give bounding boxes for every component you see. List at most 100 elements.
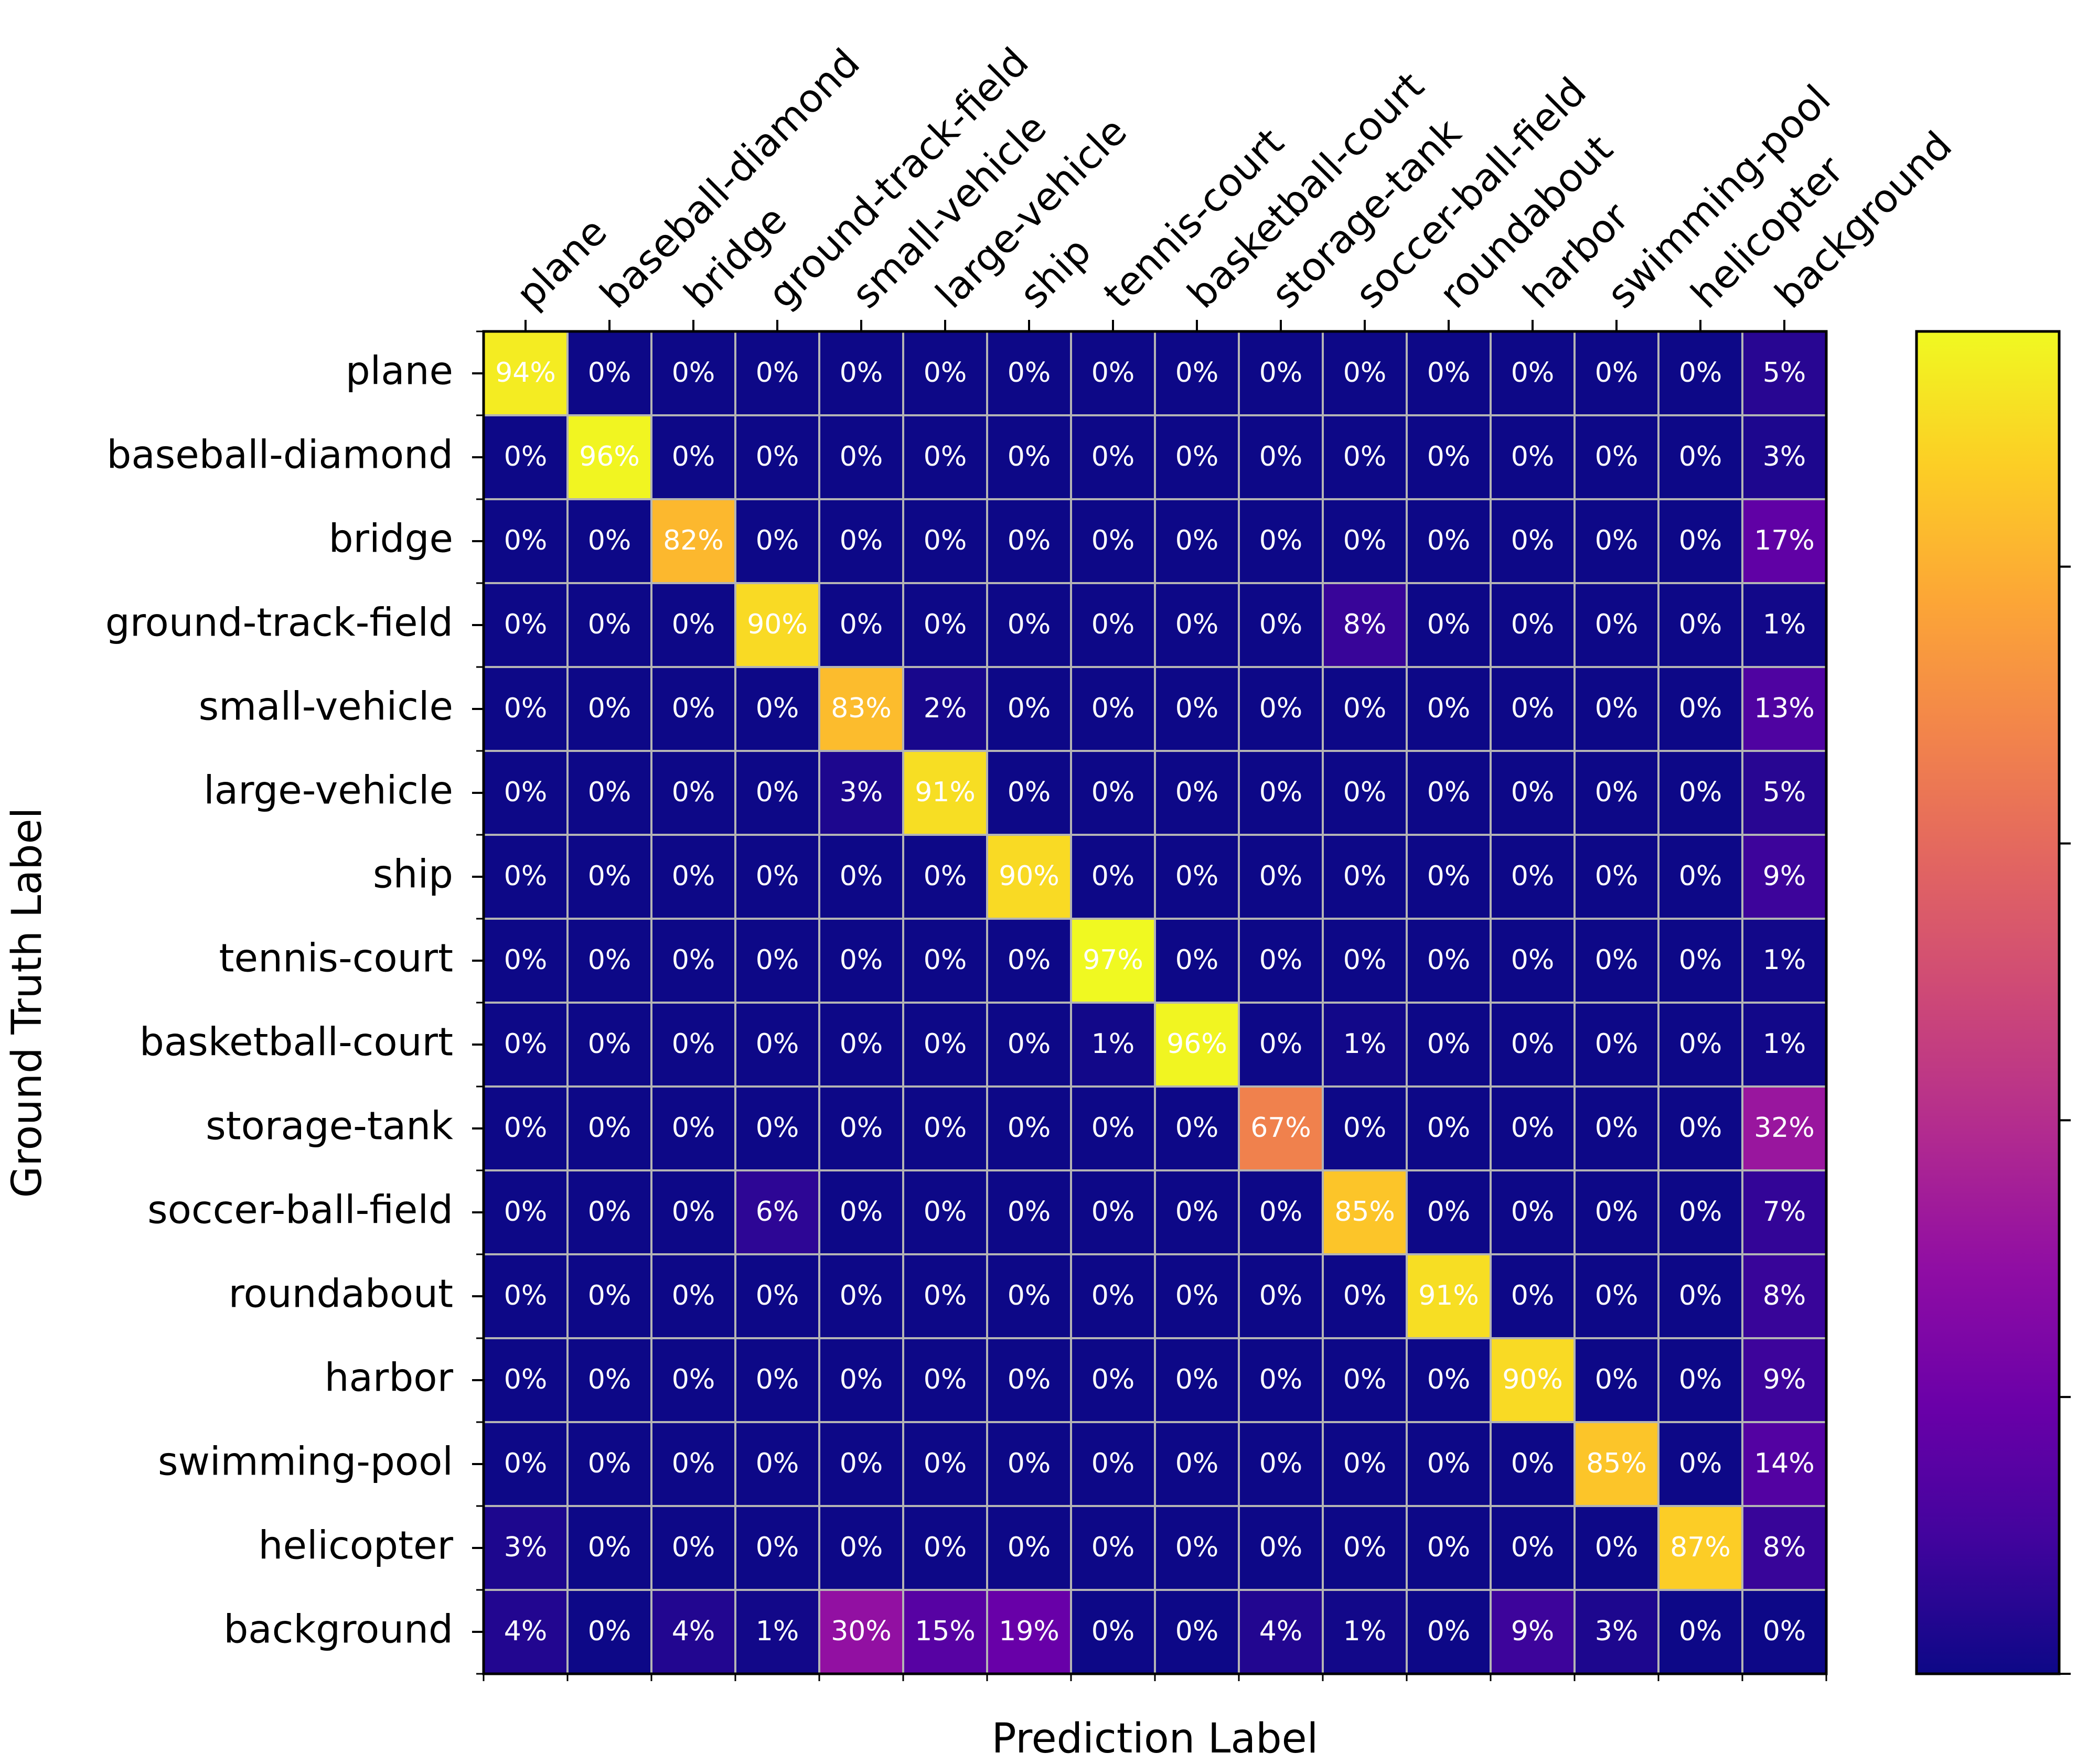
heatmap-cell	[650, 918, 736, 1004]
heatmap-cell	[902, 1169, 988, 1255]
cell-value-label: 0%	[1259, 1196, 1303, 1228]
cell-value-label: 0%	[840, 1532, 883, 1563]
heatmap-cell	[1070, 1421, 1156, 1507]
cell-value-label: 15%	[915, 1616, 976, 1647]
cell-value-label: 83%	[831, 693, 892, 724]
cell-value-label: 91%	[915, 777, 976, 808]
heatmap-cell	[566, 834, 652, 920]
cell-value-label: 0%	[924, 944, 967, 976]
cell-value-label: 0%	[588, 1028, 631, 1060]
y-tick-label: small-vehicle	[199, 684, 453, 729]
heatmap-cell	[818, 414, 904, 500]
heatmap-cell	[1070, 834, 1156, 920]
cell-value-label: 0%	[1175, 1448, 1219, 1479]
cell-value-label: 9%	[1763, 1364, 1806, 1395]
heatmap-cell	[1573, 666, 1660, 752]
y-tick-label: bridge	[329, 517, 453, 562]
heatmap-cell	[902, 1505, 988, 1591]
cell-value-label: 0%	[1511, 609, 1555, 640]
heatmap-cell	[1070, 1505, 1156, 1591]
cell-value-label: 3%	[504, 1532, 548, 1563]
heatmap-cell	[1741, 750, 1827, 836]
heatmap-cell	[734, 918, 820, 1004]
cell-value-label: 0%	[1343, 777, 1387, 808]
cell-value-label: 0%	[1595, 693, 1639, 724]
cell-value-label: 0%	[504, 861, 548, 892]
cell-value-label: 0%	[1427, 357, 1471, 389]
y-tick-label: soccer-ball-field	[147, 1188, 453, 1233]
cell-value-label: 1%	[756, 1616, 799, 1647]
cell-value-label: 8%	[1763, 1280, 1806, 1311]
cell-value-label: 0%	[924, 525, 967, 556]
heatmap-cell	[1322, 1002, 1408, 1088]
cell-value-label: 0%	[1259, 441, 1303, 472]
heatmap-cell	[1322, 1421, 1408, 1507]
heatmap-cell	[1070, 1169, 1156, 1255]
cell-value-label: 0%	[588, 861, 631, 892]
heatmap-cell	[818, 1505, 904, 1591]
heatmap-cell	[902, 1253, 988, 1339]
cell-value-label: 0%	[504, 1028, 548, 1060]
cell-value-label: 0%	[756, 1532, 799, 1563]
cell-value-label: 0%	[588, 525, 631, 556]
cell-value-label: 0%	[1259, 693, 1303, 724]
cell-value-label: 0%	[1595, 1028, 1639, 1060]
cell-value-label: 0%	[1511, 861, 1555, 892]
cell-value-label: 0%	[1427, 441, 1471, 472]
cell-value-label: 0%	[588, 1532, 631, 1563]
cell-value-label: 0%	[924, 1196, 967, 1228]
cell-value-label: 0%	[672, 777, 715, 808]
cell-value-label: 0%	[672, 1028, 715, 1060]
y-tick-label: helicopter	[259, 1523, 454, 1568]
heatmap-cell	[1657, 498, 1743, 584]
cell-value-label: 0%	[1175, 609, 1219, 640]
cell-value-label: 0%	[1679, 1448, 1722, 1479]
cell-value-label: 19%	[999, 1616, 1059, 1647]
cell-value-label: 0%	[1091, 609, 1135, 640]
cell-value-label: 0%	[1091, 861, 1135, 892]
cell-value-label: 0%	[1259, 357, 1303, 389]
heatmap-cell	[1741, 330, 1827, 416]
cell-value-label: 0%	[1091, 693, 1135, 724]
y-tick-label: large-vehicle	[204, 768, 453, 813]
heatmap-cell	[1406, 834, 1492, 920]
cell-value-label: 0%	[1091, 441, 1135, 472]
cell-value-label: 0%	[924, 1448, 967, 1479]
cell-value-label: 0%	[504, 1364, 548, 1395]
heatmap-cell	[1741, 1169, 1827, 1255]
cell-value-label: 0%	[1343, 1448, 1387, 1479]
cell-value-label: 0%	[840, 944, 883, 976]
cell-value-label: 67%	[1250, 1112, 1311, 1144]
heatmap-cell	[734, 414, 820, 500]
heatmap-cell	[1406, 666, 1492, 752]
cell-value-label: 0%	[1008, 609, 1051, 640]
cell-value-label: 0%	[840, 1448, 883, 1479]
y-tick-label: ground-track-field	[105, 600, 453, 646]
cell-value-label: 32%	[1754, 1112, 1815, 1144]
cell-value-label: 0%	[1259, 1364, 1303, 1395]
heatmap-cell	[1238, 330, 1324, 416]
cell-value-label: 0%	[756, 357, 799, 389]
cell-value-label: 0%	[1679, 525, 1722, 556]
cell-value-label: 0%	[1511, 1112, 1555, 1144]
cell-value-label: 0%	[1259, 1280, 1303, 1311]
cell-value-label: 0%	[1175, 1364, 1219, 1395]
heatmap-cell	[1490, 1169, 1576, 1255]
cell-value-label: 94%	[495, 357, 556, 389]
y-axis: plane baseball-diamond bridge ground-track-…	[105, 330, 484, 1675]
heatmap-cell	[650, 1085, 736, 1171]
cell-value-label: 0%	[1595, 1112, 1639, 1144]
cell-value-label: 0%	[1595, 777, 1639, 808]
cell-value-label: 0%	[1679, 944, 1722, 976]
cell-value-label: 0%	[504, 777, 548, 808]
cell-value-label: 0%	[1679, 861, 1722, 892]
heatmap-cell	[650, 834, 736, 920]
cell-value-label: 0%	[1175, 525, 1219, 556]
cell-value-label: 0%	[504, 1112, 548, 1144]
x-tick-label: plane	[508, 209, 616, 317]
heatmap-cell	[1070, 666, 1156, 752]
cell-value-label: 0%	[1008, 1280, 1051, 1311]
cell-value-label: 0%	[672, 861, 715, 892]
cell-value-label: 0%	[1259, 525, 1303, 556]
heatmap-cell	[986, 1337, 1072, 1423]
